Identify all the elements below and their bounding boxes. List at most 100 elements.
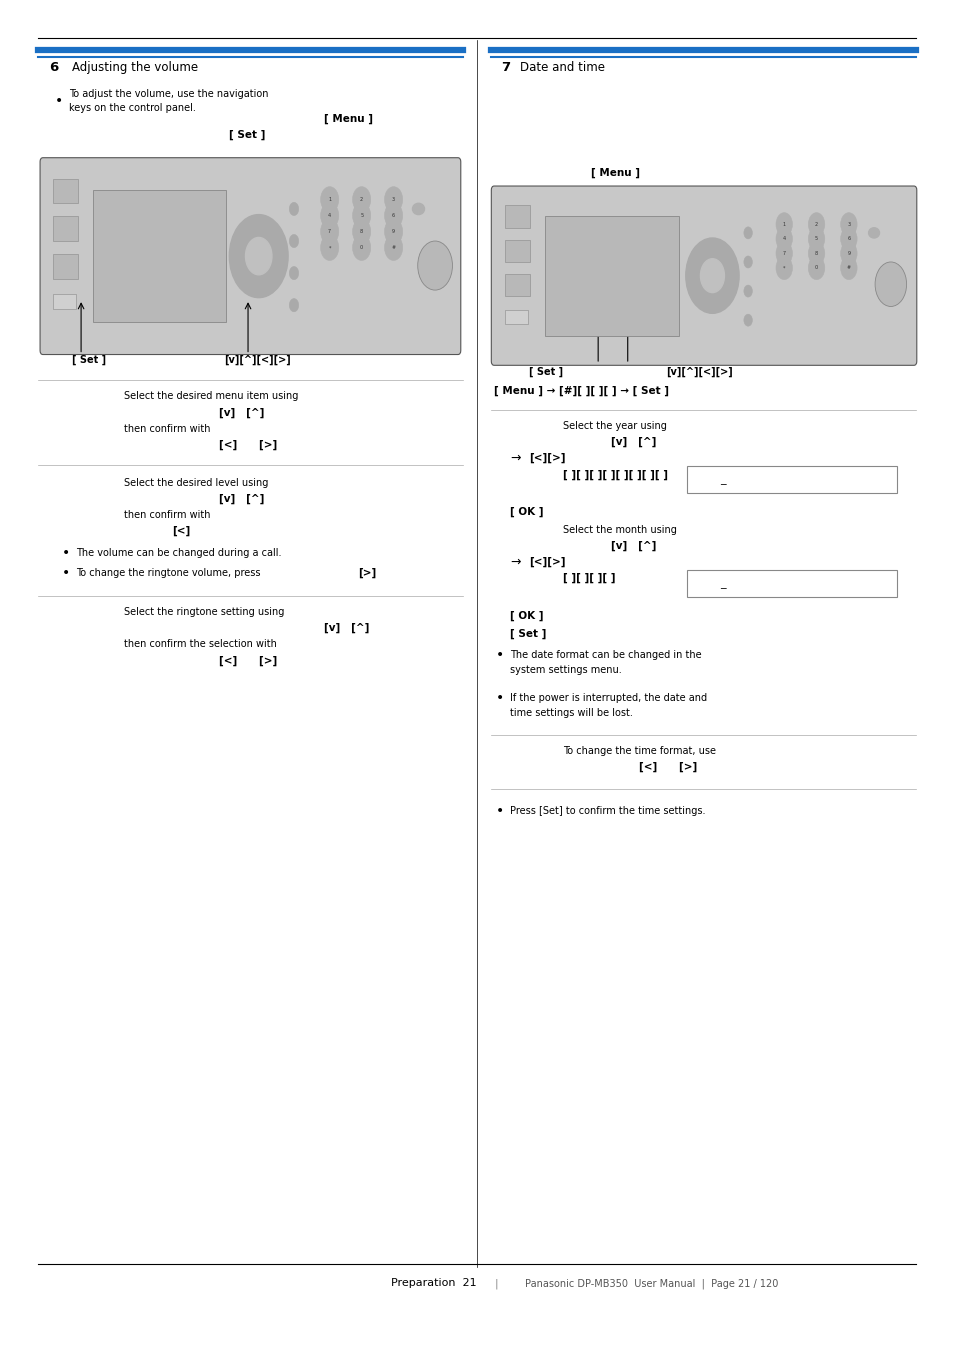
Circle shape [384, 218, 402, 244]
Text: To adjust the volume, use the navigation
keys on the control panel.: To adjust the volume, use the navigation… [69, 89, 268, 113]
Text: 4: 4 [328, 213, 331, 218]
Text: then confirm with: then confirm with [124, 423, 211, 434]
Text: [ ][ ][ ][ ]: [ ][ ][ ][ ] [562, 573, 615, 584]
Text: then confirm with: then confirm with [124, 510, 211, 520]
Text: 5: 5 [359, 213, 363, 218]
Text: [<]      [>]: [<] [>] [219, 439, 277, 450]
Circle shape [384, 186, 402, 213]
Text: [<]      [>]: [<] [>] [639, 762, 697, 772]
Circle shape [685, 239, 739, 313]
Bar [504, 240, 529, 262]
Circle shape [743, 226, 752, 239]
Text: [v]   [^]: [v] [^] [715, 573, 760, 584]
Text: If the power is interrupted, the date and: If the power is interrupted, the date an… [510, 693, 707, 704]
Bar [686, 466, 896, 493]
Bar [504, 205, 529, 228]
Text: [v]   [^]: [v] [^] [324, 623, 370, 634]
Text: Adjusting the volume: Adjusting the volume [71, 61, 197, 74]
Circle shape [807, 256, 824, 279]
Circle shape [874, 262, 905, 306]
Circle shape [840, 228, 856, 251]
Bar [53, 294, 76, 309]
Text: system settings menu.: system settings menu. [510, 665, 621, 675]
Text: _: _ [720, 578, 725, 589]
Text: 4: 4 [781, 236, 785, 241]
Circle shape [743, 314, 752, 326]
Text: 6: 6 [50, 61, 59, 74]
Text: [v]   [^]: [v] [^] [219, 407, 265, 418]
Text: 3: 3 [846, 222, 849, 226]
Text: Preparation  21: Preparation 21 [391, 1278, 476, 1289]
Text: 2: 2 [359, 197, 363, 202]
Bar [53, 217, 78, 241]
Text: [ Set ]: [ Set ] [229, 129, 265, 140]
Ellipse shape [412, 204, 424, 214]
Text: #: # [391, 245, 395, 251]
Text: 7: 7 [500, 61, 510, 74]
Text: 8: 8 [359, 229, 363, 235]
Text: Select the desired level using: Select the desired level using [124, 477, 268, 488]
Text: then confirm the selection with: then confirm the selection with [124, 639, 276, 650]
Circle shape [353, 202, 371, 228]
Circle shape [320, 218, 338, 244]
Circle shape [775, 213, 792, 236]
Text: [<]: [<] [172, 526, 190, 537]
Text: _: _ [720, 474, 725, 485]
Text: *: * [782, 266, 784, 271]
Text: •: • [496, 692, 504, 705]
Text: [v]   [^]: [v] [^] [610, 437, 656, 448]
Text: •: • [496, 648, 504, 662]
Bar [53, 255, 78, 279]
Text: •: • [62, 546, 71, 559]
Circle shape [775, 241, 792, 266]
Text: →: → [510, 452, 520, 465]
Text: [>]: [>] [357, 568, 375, 578]
Text: 3: 3 [392, 197, 395, 202]
Text: To change the time format, use: To change the time format, use [562, 745, 715, 756]
Text: →: → [510, 555, 520, 569]
Bar [544, 216, 679, 336]
Text: [v][^][<][>]: [v][^][<][>] [224, 355, 291, 365]
Text: 0: 0 [814, 266, 818, 271]
Text: 1: 1 [781, 222, 785, 226]
Circle shape [700, 259, 723, 293]
Circle shape [384, 235, 402, 260]
Text: [<][>]: [<][>] [529, 557, 565, 568]
Text: Panasonic DP-MB350  User Manual  |  Page 21 / 120: Panasonic DP-MB350 User Manual | Page 21… [524, 1278, 778, 1289]
Ellipse shape [867, 228, 879, 239]
Circle shape [417, 241, 452, 290]
Text: •: • [62, 566, 71, 580]
Text: [v][^][<][>]: [v][^][<][>] [665, 367, 732, 377]
Text: 6: 6 [846, 236, 849, 241]
Text: 9: 9 [392, 229, 395, 235]
Text: [ ][ ][ ][ ][ ][ ][ ][ ]: [ ][ ][ ][ ][ ][ ][ ][ ] [562, 469, 667, 480]
Text: 9: 9 [846, 251, 849, 256]
Circle shape [289, 267, 298, 280]
Circle shape [807, 228, 824, 251]
FancyBboxPatch shape [40, 158, 460, 355]
Text: •: • [55, 94, 64, 108]
Bar [504, 274, 529, 297]
Text: time settings will be lost.: time settings will be lost. [510, 708, 633, 718]
Text: [v]   [^]: [v] [^] [219, 493, 265, 504]
Text: [ Set ]: [ Set ] [71, 355, 106, 365]
Bar [686, 570, 896, 597]
Circle shape [353, 186, 371, 213]
Circle shape [289, 235, 298, 248]
Circle shape [384, 202, 402, 228]
Text: Select the ringtone setting using: Select the ringtone setting using [124, 607, 284, 617]
Text: |: | [494, 1278, 497, 1289]
Text: 2: 2 [814, 222, 818, 226]
Text: The date format can be changed in the: The date format can be changed in the [510, 650, 701, 661]
Circle shape [743, 256, 752, 268]
Text: [ Menu ] → [#][ ][ ][ ] → [ Set ]: [ Menu ] → [#][ ][ ][ ] → [ Set ] [494, 386, 668, 396]
Text: 0: 0 [359, 245, 363, 251]
Text: *: * [328, 245, 331, 251]
Text: Select the year using: Select the year using [562, 421, 666, 431]
Text: 6: 6 [392, 213, 395, 218]
Text: Select the desired menu item using: Select the desired menu item using [124, 391, 298, 402]
Circle shape [229, 214, 288, 298]
Text: [ OK ]: [ OK ] [510, 507, 543, 518]
Text: 5: 5 [814, 236, 818, 241]
Circle shape [320, 186, 338, 213]
